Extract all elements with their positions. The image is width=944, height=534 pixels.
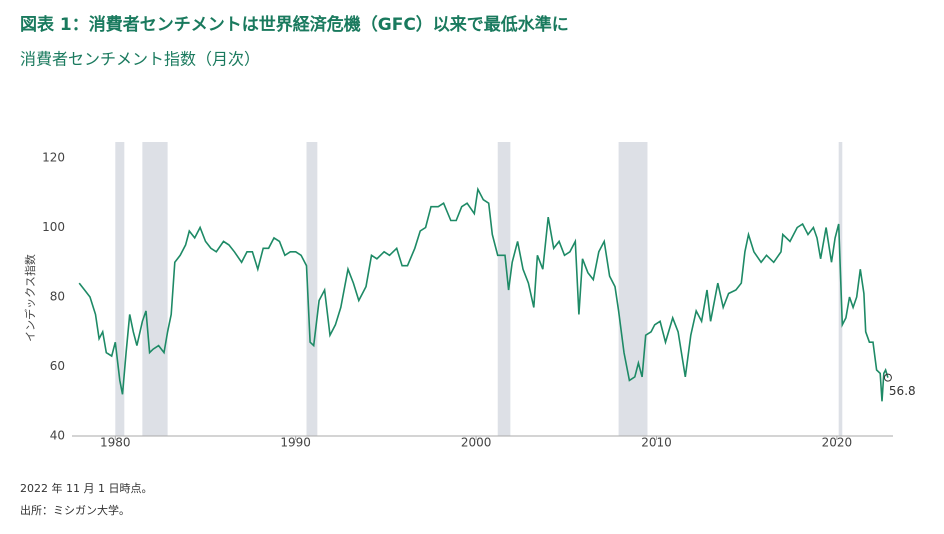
x-tick-label: 1990 <box>280 436 311 450</box>
y-tick-label: 100 <box>42 220 65 234</box>
note: 2022 年 11 月 1 日時点。 <box>20 481 152 495</box>
y-tick-label: 120 <box>42 151 65 165</box>
x-tick-label: 2010 <box>641 436 672 450</box>
y-tick-label: 80 <box>50 290 65 304</box>
chart-subtitle: 消費者センチメント指数（月次） <box>20 50 260 69</box>
y-tick-label: 60 <box>50 359 65 373</box>
last-point <box>883 373 892 382</box>
recession-band <box>618 142 648 436</box>
x-tick-label: 2000 <box>461 436 492 450</box>
recession-band <box>497 142 511 436</box>
y-axis-label: インデックス指数 <box>23 254 37 342</box>
data-line <box>78 186 889 402</box>
recession-band <box>142 142 168 436</box>
x-tick-label: 2020 <box>822 436 853 450</box>
source: 出所：ミシガン大学。 <box>20 503 130 517</box>
recession-band <box>115 142 125 436</box>
x-tick-label: 1980 <box>100 436 131 450</box>
y-tick-label: 40 <box>50 429 65 443</box>
recession-band <box>306 142 318 436</box>
chart-title: 図表 1：消費者センチメントは世界経済危機（GFC）以来で最低水準に <box>20 14 569 35</box>
last-value-label: 56.8 <box>889 384 916 398</box>
